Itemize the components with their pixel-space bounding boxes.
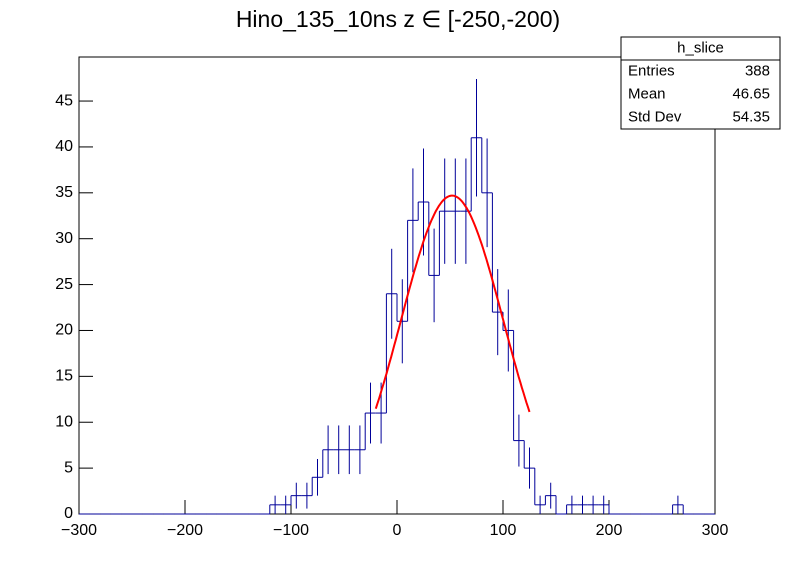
y-tick-label: 45 [55,92,73,109]
y-tick-label: 35 [55,184,73,201]
stats-value: 46.65 [732,85,770,102]
x-tick-label: 300 [702,522,729,539]
chart-title: Hino_135_10ns z ∈ [-250,-200) [236,6,560,32]
x-tick-label: 200 [596,522,623,539]
y-tick-label: 5 [64,459,73,476]
stats-label: Entries [628,62,675,79]
y-tick-label: 30 [55,230,73,247]
stats-value: 54.35 [732,108,770,125]
x-tick-label: 100 [490,522,517,539]
y-tick-label: 15 [55,368,73,385]
y-tick-label: 40 [55,138,73,155]
stats-box [620,36,781,130]
x-tick-label: −200 [167,522,203,539]
y-tick-label: 25 [55,276,73,293]
x-tick-label: 0 [393,522,402,539]
stats-label: Std Dev [628,108,682,125]
x-tick-label: −300 [61,522,97,539]
y-tick-label: 20 [55,322,73,339]
stats-title: h_slice [677,39,724,56]
stats-label: Mean [628,85,666,102]
stats-value: 388 [745,62,770,79]
y-tick-label: 0 [64,505,73,522]
fit-curve [374,194,531,413]
y-tick-label: 10 [55,413,73,430]
x-tick-label: −100 [273,522,309,539]
